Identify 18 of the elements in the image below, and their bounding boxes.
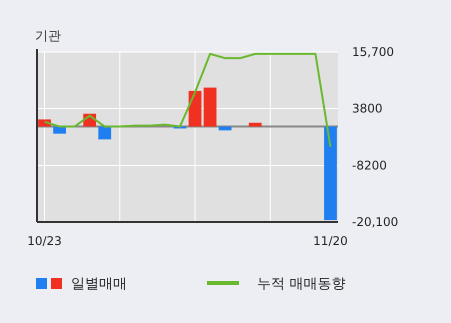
legend-label: 일별매매 xyxy=(71,276,127,292)
chart-title: 기관 xyxy=(35,29,61,44)
y-tick-label: -8200 xyxy=(352,158,387,172)
y-tick-label: 15,700 xyxy=(352,45,394,59)
bar xyxy=(188,90,202,127)
y-tick-label: 3800 xyxy=(352,102,383,116)
bar xyxy=(204,88,216,127)
y-tick-label: -20,100 xyxy=(352,215,398,229)
bar xyxy=(324,126,337,220)
bar xyxy=(98,126,112,140)
legend-label: 누적 매매동향 xyxy=(257,276,346,292)
bar xyxy=(248,122,262,127)
bar xyxy=(218,126,232,130)
x-tick-label: 11/20 xyxy=(313,234,348,248)
bar xyxy=(53,126,66,134)
x-tick-label: 10/23 xyxy=(27,234,62,248)
legend: 일별매매 xyxy=(36,276,127,292)
legend: 누적 매매동향 xyxy=(207,276,346,292)
